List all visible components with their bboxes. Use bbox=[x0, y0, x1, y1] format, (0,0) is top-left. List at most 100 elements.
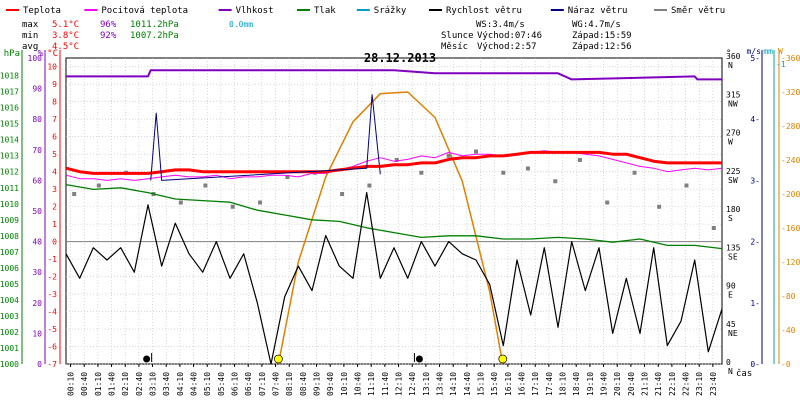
x-tick-label-22: 11:10 bbox=[367, 372, 376, 396]
axis-tick-humidity-5: 50 bbox=[32, 207, 42, 216]
axis-tick-pressure-7: 1007 bbox=[0, 248, 19, 257]
dir-point-18 bbox=[553, 179, 558, 184]
axis-tick-temperature-8: 1 bbox=[52, 220, 57, 229]
axis-tick-pressure-9: 1009 bbox=[0, 216, 19, 225]
dir-point-24 bbox=[711, 226, 716, 230]
x-tick-label-47: 23:40 bbox=[709, 372, 718, 396]
stat-min-label: min bbox=[22, 31, 38, 41]
axis-tick-temperature-13: 6 bbox=[52, 133, 57, 142]
x-tick-label-45: 22:40 bbox=[682, 372, 691, 396]
legend-label-4: Srážky bbox=[374, 6, 407, 16]
x-tick-label-17: 08:40 bbox=[299, 372, 308, 396]
axis-tick-pressure-16: 1016 bbox=[0, 104, 19, 113]
stat-avg-temp: 4.5°C bbox=[52, 42, 79, 52]
axis-tick-temperature-6: -1 bbox=[47, 255, 57, 264]
axis-tick-humidity-10: 100 bbox=[28, 54, 43, 63]
axis-dir-label-6: W bbox=[728, 138, 733, 147]
axis-title-pressure: hPa bbox=[4, 49, 20, 59]
axis-tick-humidity-9: 90 bbox=[32, 85, 42, 94]
axis-dir-label-5: SW bbox=[728, 176, 738, 185]
axis-title-direction: ° bbox=[726, 49, 731, 59]
axis-tick-direction-6: 270 bbox=[726, 129, 741, 138]
x-tick-label-11: 05:40 bbox=[217, 372, 226, 396]
stat-min-press: 1007.2hPa bbox=[130, 31, 179, 41]
x-tick-label-3: 01:40 bbox=[108, 372, 117, 396]
axis-tick-pressure-11: 1011 bbox=[0, 184, 19, 193]
x-tick-label-1: 00:40 bbox=[80, 372, 89, 396]
axis-tick-temperature-5: -2 bbox=[47, 273, 57, 282]
x-tick-label-14: 07:10 bbox=[258, 372, 267, 396]
series-feels bbox=[65, 150, 723, 181]
x-tick-label-33: 16:40 bbox=[518, 372, 527, 396]
axis-tick-humidity-4: 40 bbox=[32, 238, 42, 247]
series-humidity bbox=[66, 69, 722, 81]
x-tick-label-34: 17:10 bbox=[531, 372, 540, 396]
x-tick-label-32: 16:10 bbox=[504, 372, 513, 396]
x-tick-label-27: 13:40 bbox=[436, 372, 445, 396]
series-temperature bbox=[65, 150, 722, 175]
axis-tick-temperature-14: 7 bbox=[52, 115, 57, 124]
x-tick-label-44: 22:10 bbox=[668, 372, 677, 396]
dir-point-16 bbox=[501, 170, 506, 175]
axis-tick-humidity-6: 60 bbox=[32, 176, 42, 185]
dir-point-14 bbox=[446, 153, 451, 158]
legend-label-7: Směr větru bbox=[671, 6, 725, 16]
dir-point-1 bbox=[96, 183, 101, 188]
axis-title-humidity: % bbox=[38, 49, 44, 59]
moonset-marker bbox=[415, 355, 423, 363]
moonrise-marker bbox=[143, 355, 151, 363]
dir-point-22 bbox=[657, 204, 662, 209]
axis-tick-direction-3: 135 bbox=[726, 243, 741, 252]
axis-tick-pressure-10: 1010 bbox=[0, 200, 19, 209]
x-tick-label-20: 10:10 bbox=[340, 372, 349, 396]
series-solar bbox=[277, 91, 504, 365]
axis-tick-temperature-1: -6 bbox=[47, 343, 57, 352]
x-tick-label-29: 14:40 bbox=[463, 372, 472, 396]
dir-point-8 bbox=[285, 175, 290, 179]
axis-tick-solar-4: -160 bbox=[781, 224, 800, 233]
x-tick-label-10: 05:10 bbox=[203, 372, 212, 396]
axis-tick-temperature-11: 4 bbox=[52, 168, 57, 177]
stat-max-temp: 5.1°C bbox=[52, 20, 79, 30]
x-tick-label-39: 19:40 bbox=[600, 372, 609, 396]
axis-tick-temperature-4: -3 bbox=[47, 290, 57, 299]
axis-tick-wind-3: 3- bbox=[750, 176, 760, 185]
dir-point-4 bbox=[178, 200, 183, 205]
x-tick-label-19: 09:40 bbox=[326, 372, 335, 396]
axis-tick-pressure-3: 1003 bbox=[0, 312, 19, 321]
axis-tick-pressure-18: 1018 bbox=[0, 72, 19, 81]
axis-tick-solar-7: -280 bbox=[781, 122, 800, 131]
stat-rain: 0.0mm bbox=[229, 20, 253, 29]
axis-tick-humidity-7: 70 bbox=[32, 146, 42, 155]
axis-dir-label-1: NE bbox=[728, 329, 738, 338]
x-tick-label-16: 08:10 bbox=[285, 372, 294, 396]
legend-label-6: Náraz větru bbox=[568, 6, 628, 16]
axis-tick-temperature-2: -5 bbox=[47, 325, 57, 334]
legend-label-1: Pocitová teplota bbox=[101, 6, 188, 16]
series-wind bbox=[65, 192, 723, 365]
axis-tick-wind-1: 1- bbox=[750, 299, 760, 308]
stat-moonrise: Východ:2:57 bbox=[477, 42, 537, 52]
dir-point-7 bbox=[258, 200, 263, 205]
axis-tick-direction-8: 360 bbox=[726, 52, 741, 61]
axis-tick-temperature-3: -4 bbox=[47, 308, 57, 317]
x-tick-label-42: 21:10 bbox=[641, 372, 650, 396]
x-tick-label-40: 20:10 bbox=[613, 372, 622, 396]
axis-tick-direction-0: 0 bbox=[726, 358, 731, 367]
x-tick-label-26: 13:10 bbox=[422, 372, 431, 396]
axis-tick-pressure-0: 1000 bbox=[0, 360, 19, 369]
x-tick-label-4: 02:10 bbox=[121, 372, 130, 396]
axis-dir-label-0: N bbox=[728, 367, 733, 376]
x-tick-label-12: 06:10 bbox=[231, 372, 240, 396]
stat-moon-label: Měsíc bbox=[441, 42, 468, 52]
stat-ws: WS:3.4m/s bbox=[476, 20, 525, 30]
axis-tick-solar-0: -0 bbox=[781, 360, 791, 369]
legend-label-2: Vlhkost bbox=[236, 6, 274, 16]
axis-tick-pressure-12: 1012 bbox=[0, 168, 19, 177]
stat-max-press: 1011.2hPa bbox=[130, 20, 179, 30]
axis-tick-solar-5: -200 bbox=[781, 190, 800, 199]
axis-tick-direction-2: 90 bbox=[726, 282, 736, 291]
stat-sunset: Západ:15:59 bbox=[572, 31, 632, 41]
dir-point-6 bbox=[230, 204, 235, 209]
